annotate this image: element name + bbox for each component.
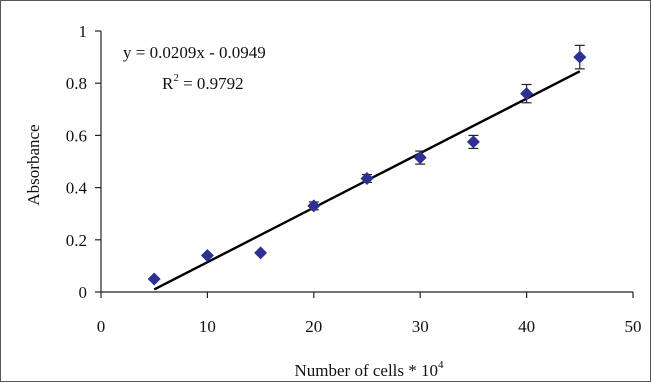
trendline-equation: y = 0.0209x - 0.0949 [123,43,266,62]
y-ticks: 0 0.2 0.4 0.6 0.8 1 [66,22,101,302]
data-point-diamond [147,272,161,286]
r-squared-label: R2 = 0.9792 [162,72,244,93]
y-tick-label: 0.8 [66,74,87,93]
y-tick-label: 0.4 [66,179,88,198]
error-bars [308,44,585,211]
x-tick-label: 10 [199,317,216,336]
y-tick-label: 0 [79,283,88,302]
y-tick-label: 1 [79,22,88,41]
data-point-diamond [573,50,587,64]
axes [100,31,633,293]
y-tick-label: 0.2 [66,231,87,250]
data-point-diamond [254,246,268,260]
y-tick-label: 0.6 [66,126,87,145]
x-ticks: 0 10 20 30 40 50 [97,292,642,336]
data-point-diamond [413,151,427,165]
data-points [147,50,587,286]
x-tick-label: 0 [97,317,106,336]
data-point-diamond [307,199,321,213]
x-tick-label: 30 [412,317,429,336]
x-tick-label: 40 [518,317,535,336]
x-tick-label: 50 [625,317,642,336]
data-point-diamond [466,135,480,149]
y-axis-title: Absorbance [24,124,43,205]
data-point-diamond [360,171,374,185]
data-point-diamond [200,248,214,262]
x-axis-title: Number of cells * 104 [294,359,444,380]
x-tick-label: 20 [305,317,322,336]
data-point-diamond [520,87,534,101]
